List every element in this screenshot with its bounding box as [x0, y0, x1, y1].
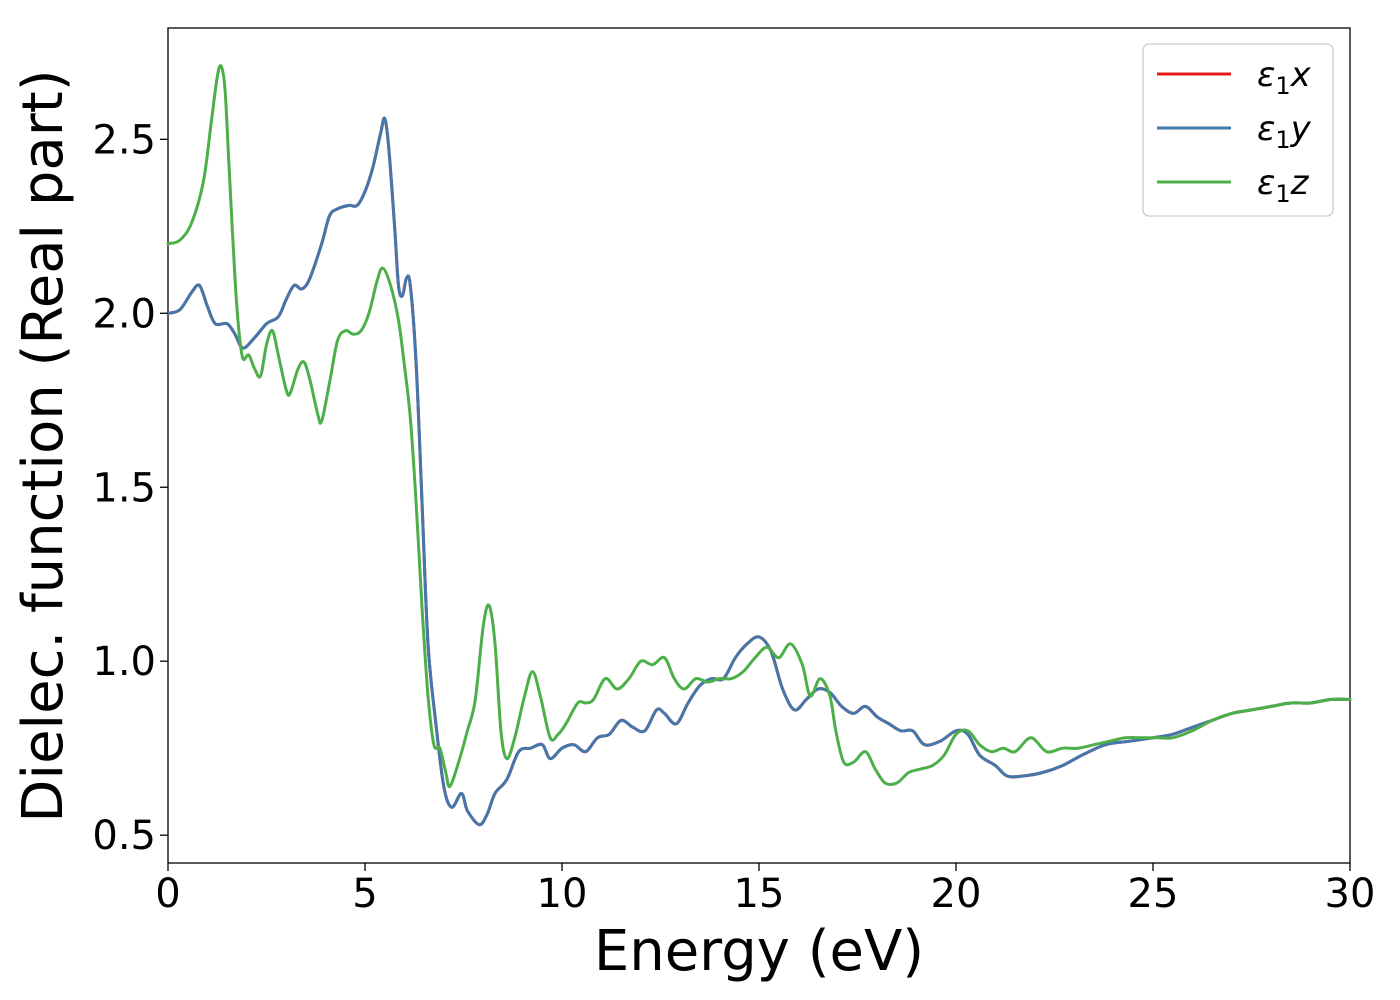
x-tick-label: 5	[352, 871, 377, 917]
y-tick-label: 1.5	[92, 465, 156, 511]
y-tick-label: 1.0	[92, 639, 156, 685]
x-tick-label: 10	[537, 871, 588, 917]
x-tick-label: 20	[931, 871, 982, 917]
x-tick-label: 30	[1325, 871, 1376, 917]
legend-label-eps1z: ε1z	[1257, 163, 1310, 208]
series-line-eps1z	[166, 64, 1352, 789]
y-tick-label: 2.0	[92, 291, 156, 337]
x-tick-label: 25	[1128, 871, 1179, 917]
legend: ε1x ε1y ε1z	[1142, 43, 1334, 217]
legend-label-eps1y: ε1y	[1257, 109, 1312, 154]
series-line-eps1y	[166, 116, 1352, 827]
x-tick-label: 0	[155, 871, 180, 917]
tick-layer: 0 5 10 15 20 25 30 0.5 1.0 1.5 2.0 2.5	[92, 117, 1375, 917]
x-axis-title: Energy (eV)	[594, 919, 924, 984]
y-axis-title: Dielec. function (Real part)	[11, 69, 76, 822]
y-tick-label: 2.5	[92, 117, 156, 163]
legend-frame	[1142, 43, 1334, 217]
legend-label-eps1x: ε1x	[1257, 55, 1312, 100]
x-tick-label: 15	[734, 871, 785, 917]
series-layer	[166, 64, 1352, 827]
y-tick-label: 0.5	[92, 813, 156, 859]
